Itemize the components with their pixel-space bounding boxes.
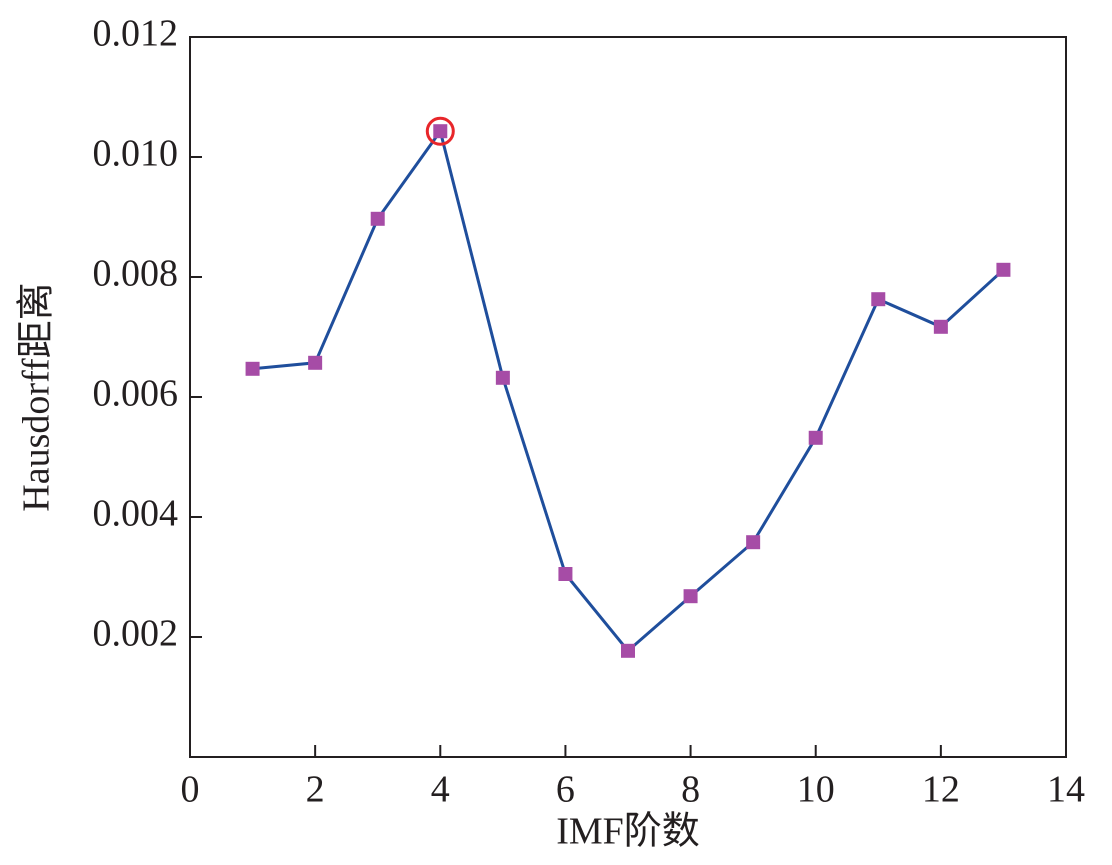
highlight-circle [425, 116, 455, 146]
y-tick-label: 0.012 [93, 13, 179, 55]
x-tick-label: 0 [181, 769, 200, 811]
data-point [433, 124, 448, 139]
data-point [558, 567, 573, 581]
data-point [746, 535, 761, 550]
data-point [996, 262, 1011, 277]
y-tick-label: 0.008 [93, 253, 179, 295]
x-tick-label: 12 [922, 769, 960, 811]
x-tick-label: 10 [797, 769, 835, 811]
x-axis-label: IMF阶数 [556, 811, 700, 853]
data-point [621, 643, 635, 658]
data-point [495, 370, 510, 385]
y-tick-label: 0.006 [93, 373, 179, 415]
data-point [808, 430, 823, 445]
y-axis-label: Hausdorff距离 [16, 282, 58, 511]
x-tick-label: 8 [681, 769, 700, 811]
data-point [308, 355, 323, 370]
x-tick-label: 14 [1047, 769, 1085, 811]
data-point [370, 211, 385, 226]
x-tick-label: 4 [431, 769, 450, 811]
series-line [252, 127, 1005, 653]
y-tick-label: 0.002 [93, 613, 179, 655]
data-point [871, 292, 886, 307]
y-tick-label: 0.004 [93, 493, 179, 535]
data-point [933, 319, 948, 334]
data-point [245, 361, 260, 376]
data-point [683, 589, 698, 604]
x-tick-label: 2 [306, 769, 325, 811]
y-tick-label: 0.010 [93, 133, 179, 175]
x-tick-label: 6 [556, 769, 575, 811]
